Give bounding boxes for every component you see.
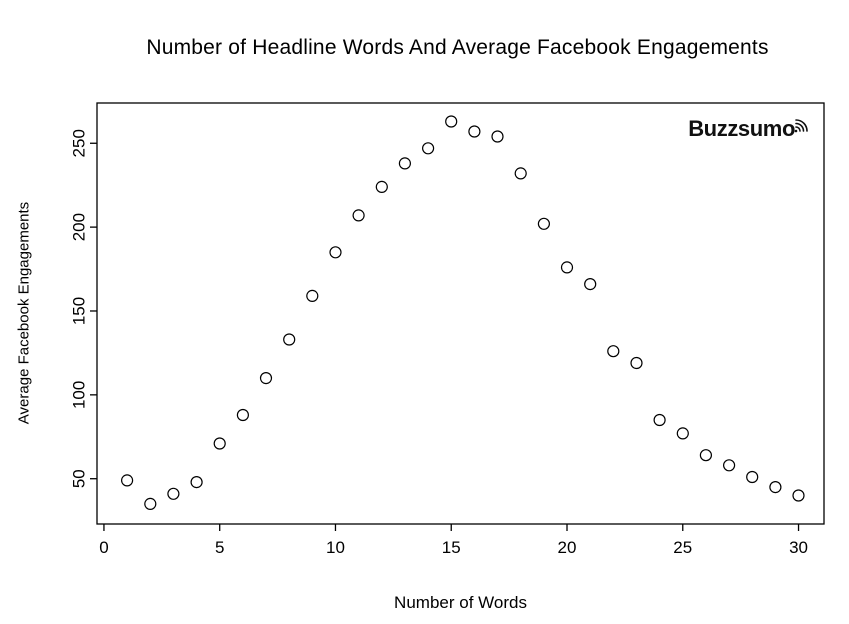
data-point (236, 408, 249, 422)
data-point (560, 261, 574, 274)
data-point (120, 474, 134, 487)
data-point (398, 157, 411, 170)
data-point (722, 459, 736, 472)
data-point (792, 489, 805, 502)
data-point (259, 372, 273, 385)
data-point (283, 333, 296, 346)
data-point (190, 476, 203, 489)
data-point (167, 487, 180, 500)
data-point (653, 413, 666, 427)
data-point (676, 427, 689, 440)
y-tick-label: 50 (70, 469, 89, 488)
y-axis-label: Average Facebook Engagements (15, 201, 33, 425)
x-tick-label: 10 (326, 538, 345, 557)
data-point (329, 246, 342, 259)
data-point (375, 180, 388, 193)
x-tick-label: 20 (558, 538, 577, 557)
data-point (514, 167, 527, 180)
data-point (699, 449, 713, 462)
x-axis-label: Number of Words (394, 593, 527, 612)
x-tick-label: 5 (215, 538, 224, 557)
y-axis-ticks: 50 100 150 200 250 (70, 129, 97, 488)
data-point (213, 437, 226, 450)
data-point (630, 356, 643, 370)
x-tick-label: 15 (442, 538, 461, 557)
x-tick-label: 25 (673, 538, 692, 557)
data-point (491, 130, 504, 143)
data-point (607, 345, 620, 358)
buzzsumo-logo: Buzzsumo (688, 116, 809, 142)
data-points (120, 115, 805, 510)
data-point (584, 278, 597, 291)
y-tick-label: 150 (70, 297, 89, 325)
data-point (306, 289, 319, 302)
data-point (468, 125, 481, 138)
data-point (445, 115, 458, 128)
x-tick-label: 0 (99, 538, 108, 557)
x-tick-label: 30 (789, 538, 808, 557)
y-tick-label: 100 (70, 381, 89, 409)
plot-border (96, 102, 825, 525)
signal-arcs-icon (794, 113, 809, 139)
data-point (144, 497, 157, 510)
data-point (769, 481, 782, 494)
data-point (422, 142, 435, 155)
chart-title: Number of Headline Words And Average Fac… (146, 36, 769, 59)
data-point (352, 209, 365, 222)
y-tick-label: 250 (70, 129, 89, 157)
x-axis-ticks: 0 5 10 15 20 25 30 (99, 524, 808, 557)
data-point (746, 470, 759, 484)
data-point (537, 217, 551, 230)
buzzsumo-logo-text: Buzzsumo (688, 116, 795, 141)
y-tick-label: 200 (70, 213, 89, 241)
